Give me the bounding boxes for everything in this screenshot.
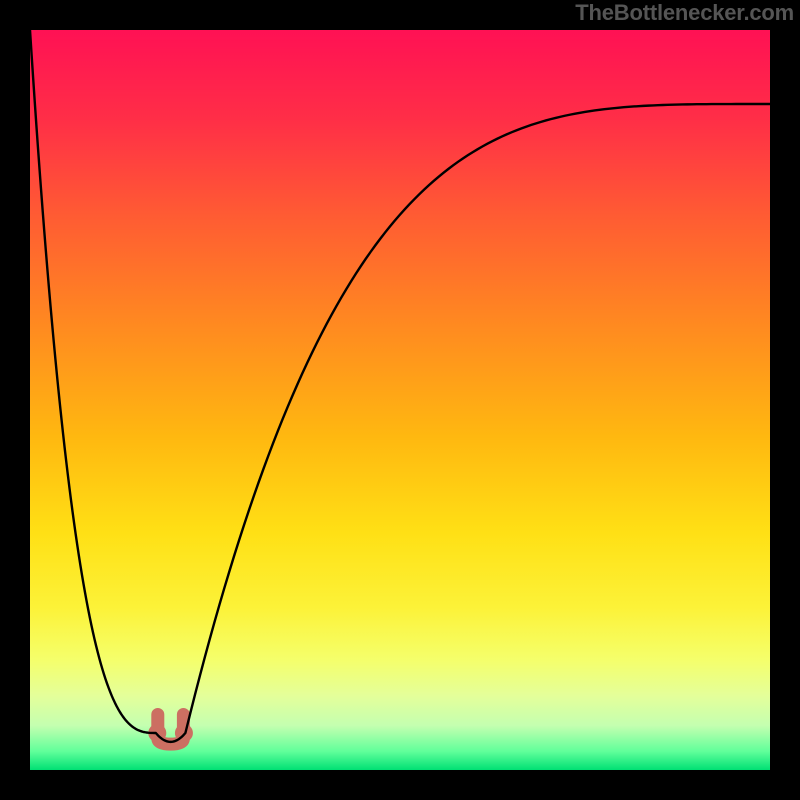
- chart-stage: TheBottlenecker.com: [0, 0, 800, 800]
- bottleneck-chart: [0, 0, 800, 800]
- plot-background: [30, 30, 770, 770]
